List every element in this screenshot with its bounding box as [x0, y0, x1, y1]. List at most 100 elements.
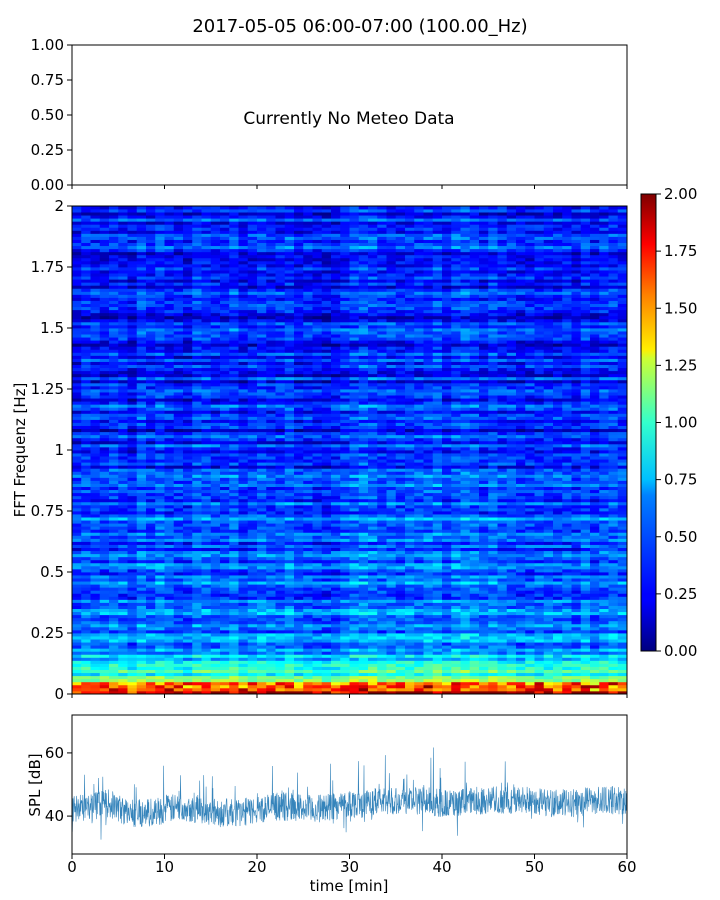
heatmap-cell — [72, 538, 82, 542]
heatmap-cell — [220, 376, 230, 381]
heatmap-cell — [81, 550, 91, 555]
heatmap-cell — [201, 556, 212, 561]
heatmap-cell — [312, 660, 323, 664]
heatmap-cell — [109, 355, 119, 359]
heatmap-cell — [220, 605, 230, 609]
heatmap-cell — [303, 446, 313, 451]
heatmap-cell — [72, 270, 82, 274]
heatmap-cell — [247, 651, 258, 655]
heatmap-cell — [201, 559, 212, 564]
heatmap-cell — [266, 376, 276, 381]
heatmap-cell — [349, 312, 360, 317]
heatmap-cell — [136, 367, 147, 372]
heatmap-cell — [247, 270, 258, 274]
heatmap-cell — [303, 568, 313, 573]
heatmap-cell — [266, 678, 276, 683]
heatmap-cell — [284, 526, 295, 530]
heatmap-cell — [284, 617, 295, 622]
heatmap-cell — [349, 245, 360, 250]
heatmap-cell — [146, 565, 156, 570]
heatmap-cell — [173, 581, 184, 585]
heatmap-cell — [72, 413, 82, 417]
heatmap-cell — [312, 324, 323, 329]
heatmap-cell — [275, 629, 286, 634]
heatmap-cell — [155, 440, 165, 445]
heatmap-cell — [192, 495, 202, 500]
heatmap-cell — [164, 498, 175, 503]
heatmap-cell — [229, 483, 239, 487]
heatmap-cell — [312, 480, 323, 484]
heatmap-cell — [173, 559, 184, 564]
heatmap-cell — [266, 526, 276, 530]
heatmap-cell — [312, 221, 323, 225]
heatmap-cell — [303, 370, 313, 375]
heatmap-cell — [183, 337, 193, 341]
heatmap-cell — [229, 608, 239, 613]
heatmap-cell — [266, 382, 276, 387]
heatmap-cell — [136, 559, 147, 564]
heatmap-cell — [340, 346, 350, 350]
heatmap-cell — [164, 593, 175, 597]
heatmap-cell — [229, 617, 239, 622]
heatmap-cell — [155, 385, 165, 390]
heatmap-cell — [146, 480, 156, 484]
heatmap-cell — [275, 288, 286, 292]
heatmap-cell — [146, 297, 156, 301]
heatmap-cell — [81, 611, 91, 616]
heatmap-cell — [99, 562, 110, 567]
heatmap-cell — [247, 239, 258, 243]
heatmap-cell — [257, 611, 267, 616]
heatmap-cell — [294, 486, 304, 491]
heatmap-cell — [81, 687, 91, 692]
heatmap-cell — [257, 355, 267, 359]
heatmap-cell — [220, 568, 230, 573]
heatmap-cell — [284, 590, 295, 594]
heatmap-cell — [321, 446, 332, 451]
heatmap-cell — [284, 346, 295, 350]
heatmap-cell — [266, 212, 276, 216]
heatmap-cell — [340, 385, 350, 390]
heatmap-cell — [183, 355, 193, 359]
heatmap-cell — [81, 669, 91, 674]
heatmap-cell — [109, 648, 119, 652]
heatmap-cell — [303, 389, 313, 393]
heatmap-cell — [72, 453, 82, 457]
heatmap-cell — [257, 279, 267, 283]
heatmap-cell — [238, 498, 249, 503]
heatmap-cell — [349, 623, 360, 628]
heatmap-cell — [284, 572, 295, 576]
heatmap-cell — [284, 416, 295, 420]
heatmap-cell — [229, 657, 239, 661]
heatmap-cell — [118, 263, 128, 268]
heatmap-cell — [118, 462, 128, 466]
heatmap-cell — [164, 678, 175, 683]
heatmap-cell — [136, 395, 147, 399]
heatmap-cell — [90, 361, 101, 365]
heatmap-cell — [266, 251, 276, 256]
heatmap-cell — [146, 593, 156, 597]
heatmap-cell — [331, 636, 341, 640]
heatmap-cell — [118, 690, 128, 695]
heatmap-cell — [136, 346, 147, 350]
heatmap-cell — [340, 209, 350, 213]
heatmap-cell — [81, 321, 91, 326]
heatmap-cell — [81, 392, 91, 396]
heatmap-cell — [284, 337, 295, 341]
heatmap-cell — [90, 620, 101, 625]
heatmap-cell — [266, 276, 276, 280]
heatmap-cell — [155, 629, 165, 634]
heatmap-cell — [303, 468, 313, 472]
heatmap-cell — [247, 407, 258, 411]
heatmap-cell — [303, 331, 313, 335]
heatmap-cell — [183, 489, 193, 494]
heatmap-cell — [118, 382, 128, 387]
heatmap-cell — [118, 471, 128, 475]
heatmap-cell — [266, 672, 276, 677]
heatmap-cell — [266, 273, 276, 277]
heatmap-cell — [81, 270, 91, 274]
heatmap-cell — [136, 218, 147, 222]
heatmap-cell — [303, 328, 313, 332]
heatmap-cell — [90, 608, 101, 613]
heatmap-cell — [72, 431, 82, 436]
heatmap-cell — [201, 227, 212, 231]
